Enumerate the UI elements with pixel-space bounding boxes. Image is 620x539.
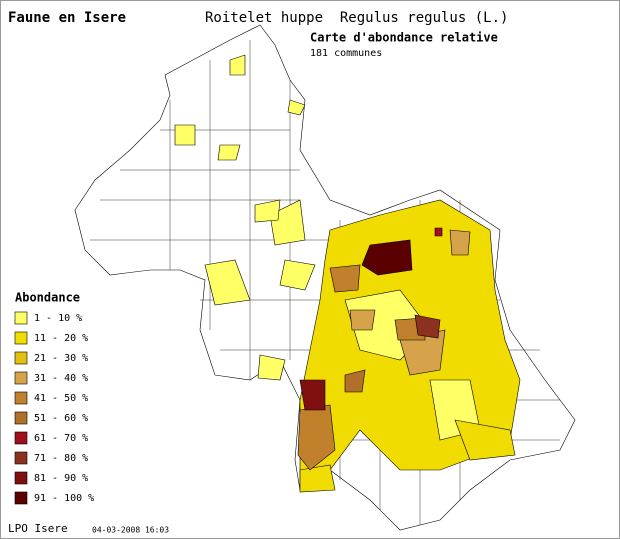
legend-swatch xyxy=(14,351,28,365)
abundance-areas xyxy=(174,54,521,493)
species-title: Roitelet huppe Regulus regulus (L.) xyxy=(205,10,508,26)
legend: 1 - 10 % 11 - 20 % 21 - 30 % 31 - 40 % 41 - … xyxy=(14,311,94,505)
legend-swatch xyxy=(14,471,28,485)
source: LPO Isere xyxy=(8,522,68,535)
legend-title: Abondance xyxy=(15,291,80,305)
legend-label: 71 - 80 % xyxy=(34,453,88,464)
legend-label: 1 - 10 % xyxy=(34,313,82,324)
legend-swatch xyxy=(14,451,28,465)
legend-label: 61 - 70 % xyxy=(34,433,88,444)
legend-label: 41 - 50 % xyxy=(34,393,88,404)
legend-swatch xyxy=(14,391,28,405)
legend-label: 21 - 30 % xyxy=(34,353,88,364)
map xyxy=(74,24,576,531)
legend-label: 51 - 60 % xyxy=(34,413,88,424)
legend-label: 91 - 100 % xyxy=(34,493,94,504)
legend-label: 11 - 20 % xyxy=(34,333,88,344)
legend-swatch xyxy=(14,331,28,345)
map-title: Carte d'abondance relative xyxy=(310,31,498,45)
legend-swatch xyxy=(14,411,28,425)
legend-swatch xyxy=(14,311,28,325)
legend-label: 81 - 90 % xyxy=(34,473,88,484)
legend-swatch xyxy=(14,491,28,505)
legend-label: 31 - 40 % xyxy=(34,373,88,384)
commune-count: 181 communes xyxy=(310,48,382,59)
legend-swatch xyxy=(14,431,28,445)
legend-swatch xyxy=(14,371,28,385)
date: 04-03-2008 16:03 xyxy=(92,526,169,535)
site-title: Faune en Isere xyxy=(8,10,126,26)
